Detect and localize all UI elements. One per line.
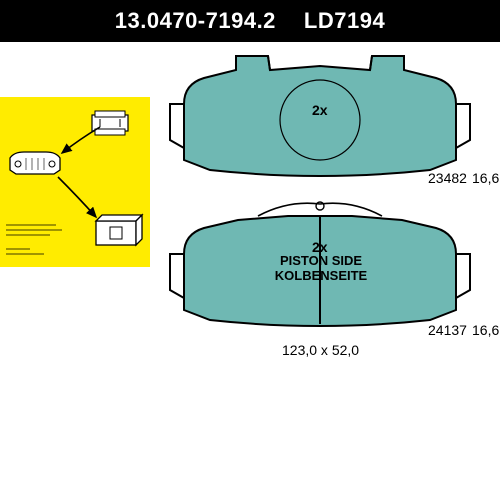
top-pad-refno: 23482: [428, 170, 467, 186]
part-code: LD7194: [304, 8, 385, 34]
bottom-pad-thickness: 16,6: [472, 322, 499, 338]
part-number: 13.0470-7194.2: [115, 8, 276, 34]
top-pad-thickness: 16,6: [472, 170, 499, 186]
instruction-graphic: [0, 97, 150, 267]
piston-side-en: PISTON SIDE: [280, 253, 362, 268]
pad-dimensions: 123,0 x 52,0: [282, 342, 359, 358]
top-pad-qty: 2x: [312, 102, 328, 118]
header-bar: 13.0470-7194.2 LD7194: [0, 0, 500, 42]
piston-side-de: KOLBENSEITE: [275, 268, 367, 283]
diagram-area: 2x 23482 16,6 2x PISTON SIDE KOLBENSEITE…: [0, 42, 500, 500]
bottom-pad-refno: 24137: [428, 322, 467, 338]
instruction-panel: [0, 97, 150, 267]
